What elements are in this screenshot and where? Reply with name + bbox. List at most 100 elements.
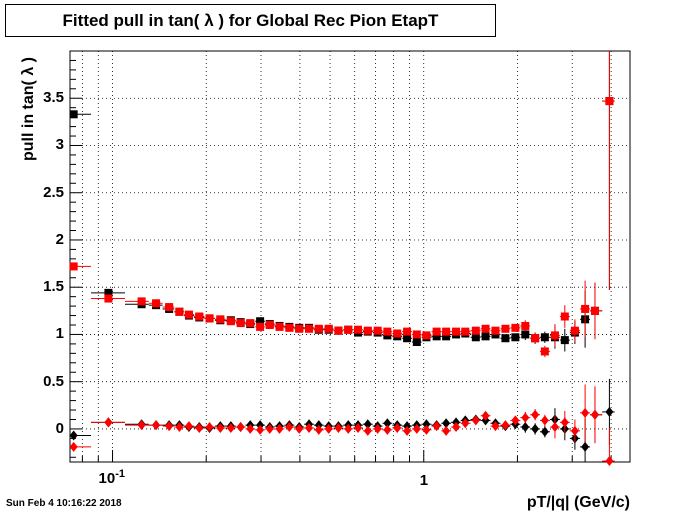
- data-point-square: [560, 336, 569, 345]
- data-point-square: [481, 332, 490, 341]
- data-point-square: [275, 322, 284, 331]
- data-point-diamond: [165, 421, 174, 432]
- data-point-square: [256, 322, 265, 331]
- data-point-square: [403, 334, 412, 343]
- data-point-square: [442, 327, 451, 336]
- data-point-square: [412, 330, 421, 339]
- data-point-square: [184, 310, 193, 319]
- data-point-square: [540, 347, 549, 356]
- data-point-square: [285, 323, 294, 332]
- data-point-square: [511, 323, 520, 332]
- data-point-diamond: [432, 421, 441, 432]
- data-point-square: [501, 324, 510, 333]
- data-point-diamond: [216, 422, 225, 433]
- data-point-square: [383, 327, 392, 336]
- data-point-diamond: [422, 419, 431, 430]
- data-point-square: [246, 319, 255, 328]
- data-point-square: [314, 324, 323, 333]
- data-point-diamond: [363, 425, 372, 436]
- data-point-square: [175, 307, 184, 316]
- data-point-diamond: [152, 420, 161, 431]
- data-point-square: [452, 327, 461, 336]
- data-point-diamond: [581, 407, 590, 418]
- plot-frame: [69, 50, 631, 463]
- data-point-square: [295, 324, 304, 333]
- data-point-diamond: [521, 422, 530, 433]
- x-axis-label: pT/|q| (GeV/c): [526, 494, 630, 511]
- data-point-diamond: [205, 422, 214, 433]
- data-point-diamond: [104, 417, 113, 428]
- data-point-diamond: [521, 412, 530, 423]
- data-point-diamond: [265, 423, 274, 434]
- data-point-square: [152, 299, 161, 308]
- data-point-square: [226, 317, 235, 326]
- data-point-diamond: [501, 420, 510, 431]
- data-point-diamond: [570, 425, 579, 436]
- data-point-diamond: [511, 415, 520, 426]
- data-point-square: [104, 288, 113, 297]
- data-point-diamond: [383, 418, 392, 429]
- data-point-square: [521, 321, 530, 330]
- data-point-square: [461, 327, 470, 336]
- data-point-square: [432, 332, 441, 341]
- data-point-square: [471, 326, 480, 335]
- data-point-square: [216, 315, 225, 324]
- data-point-square: [422, 331, 431, 340]
- data-point-square: [442, 332, 451, 341]
- data-point-square: [363, 326, 372, 335]
- data-point-diamond: [471, 415, 480, 426]
- y-tick-label: 0.5: [43, 372, 64, 390]
- y-tick-label: 0: [55, 419, 64, 437]
- data-point-diamond: [275, 423, 284, 434]
- data-point-square: [236, 319, 245, 328]
- data-point-square: [305, 324, 314, 333]
- data-point-square: [393, 329, 402, 338]
- data-point-diamond: [422, 424, 431, 435]
- data-point-diamond: [605, 406, 614, 417]
- data-point-diamond: [481, 410, 490, 421]
- data-point-diamond: [412, 423, 421, 434]
- y-tick-label: 1: [55, 325, 64, 343]
- data-point-diamond: [531, 409, 540, 420]
- y-tick-label: 1.5: [43, 278, 64, 296]
- x-tick-label: 10-1: [98, 468, 125, 487]
- data-point-diamond: [354, 422, 363, 433]
- data-point-square: [344, 325, 353, 334]
- data-point-square: [256, 317, 265, 326]
- data-point-square: [403, 327, 412, 336]
- data-point-square: [165, 303, 174, 312]
- data-point-square: [531, 334, 540, 343]
- data-point-diamond: [373, 423, 382, 434]
- data-point-diamond: [334, 422, 343, 433]
- data-point-diamond: [393, 422, 402, 433]
- data-point-diamond: [383, 424, 392, 435]
- data-point-diamond: [175, 422, 184, 433]
- data-point-diamond: [442, 425, 451, 436]
- data-point-diamond: [581, 441, 590, 452]
- data-point-square: [471, 333, 480, 342]
- y-tick-label: 2: [55, 230, 64, 248]
- y-tick-label: 3: [55, 136, 64, 154]
- data-point-square: [69, 262, 78, 271]
- data-point-square: [265, 321, 274, 329]
- data-point-square: [570, 326, 579, 335]
- data-point-diamond: [226, 422, 235, 433]
- data-point-square: [334, 326, 343, 335]
- data-point-square: [521, 330, 530, 339]
- data-point-square: [560, 312, 569, 321]
- data-point-diamond: [246, 423, 255, 434]
- data-point-diamond: [363, 419, 372, 430]
- plot-area: [70, 51, 630, 462]
- data-point-square: [373, 326, 382, 335]
- data-point-diamond: [540, 415, 549, 426]
- data-point-diamond: [285, 422, 294, 433]
- data-point-square: [195, 312, 204, 321]
- data-point-diamond: [442, 418, 451, 429]
- y-tick-label: 3.5: [43, 89, 64, 107]
- data-point-diamond: [590, 409, 599, 420]
- data-point-diamond: [195, 422, 204, 433]
- data-point-diamond: [256, 424, 265, 435]
- data-point-square: [324, 324, 333, 333]
- data-point-diamond: [403, 425, 412, 436]
